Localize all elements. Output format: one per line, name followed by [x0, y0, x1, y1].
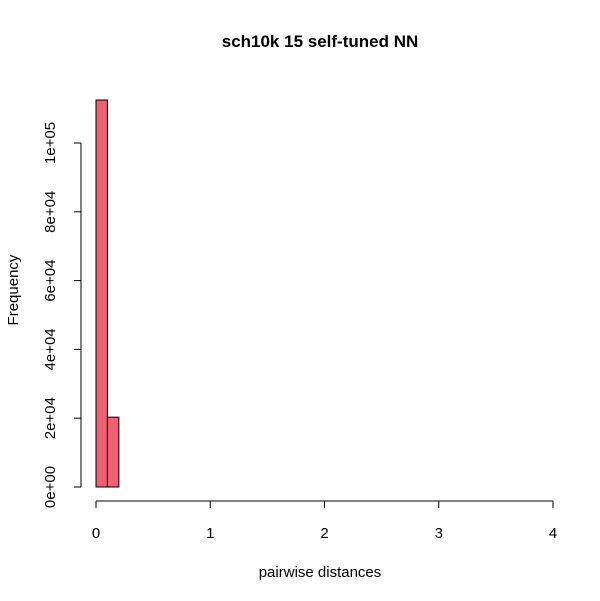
- y-tick-label: 0e+00: [42, 466, 59, 508]
- histogram-bars: [95, 99, 120, 488]
- y-axis: 0e+00 2e+04 4e+04 6e+04 8e+04 1e+05: [42, 122, 82, 508]
- x-axis: 0 1 2 3 4: [92, 500, 557, 542]
- y-tick-label: 8e+04: [42, 191, 59, 233]
- y-tick-label: 6e+04: [42, 260, 59, 302]
- x-tick-label: 4: [549, 525, 557, 542]
- y-axis-label: Frequency: [5, 254, 22, 325]
- x-axis-label: pairwise distances: [259, 564, 382, 581]
- y-tick-label: 4e+04: [42, 328, 59, 370]
- x-tick-label: 3: [435, 525, 443, 542]
- chart-title: sch10k 15 self-tuned NN: [222, 32, 419, 51]
- x-tick-label: 1: [206, 525, 214, 542]
- x-tick-label: 0: [92, 525, 100, 542]
- x-tick-label: 2: [320, 525, 328, 542]
- y-tick-label: 1e+05: [42, 122, 59, 164]
- histogram-bar: [106, 416, 120, 488]
- histogram-bar: [95, 99, 108, 488]
- y-tick-label: 2e+04: [42, 397, 59, 439]
